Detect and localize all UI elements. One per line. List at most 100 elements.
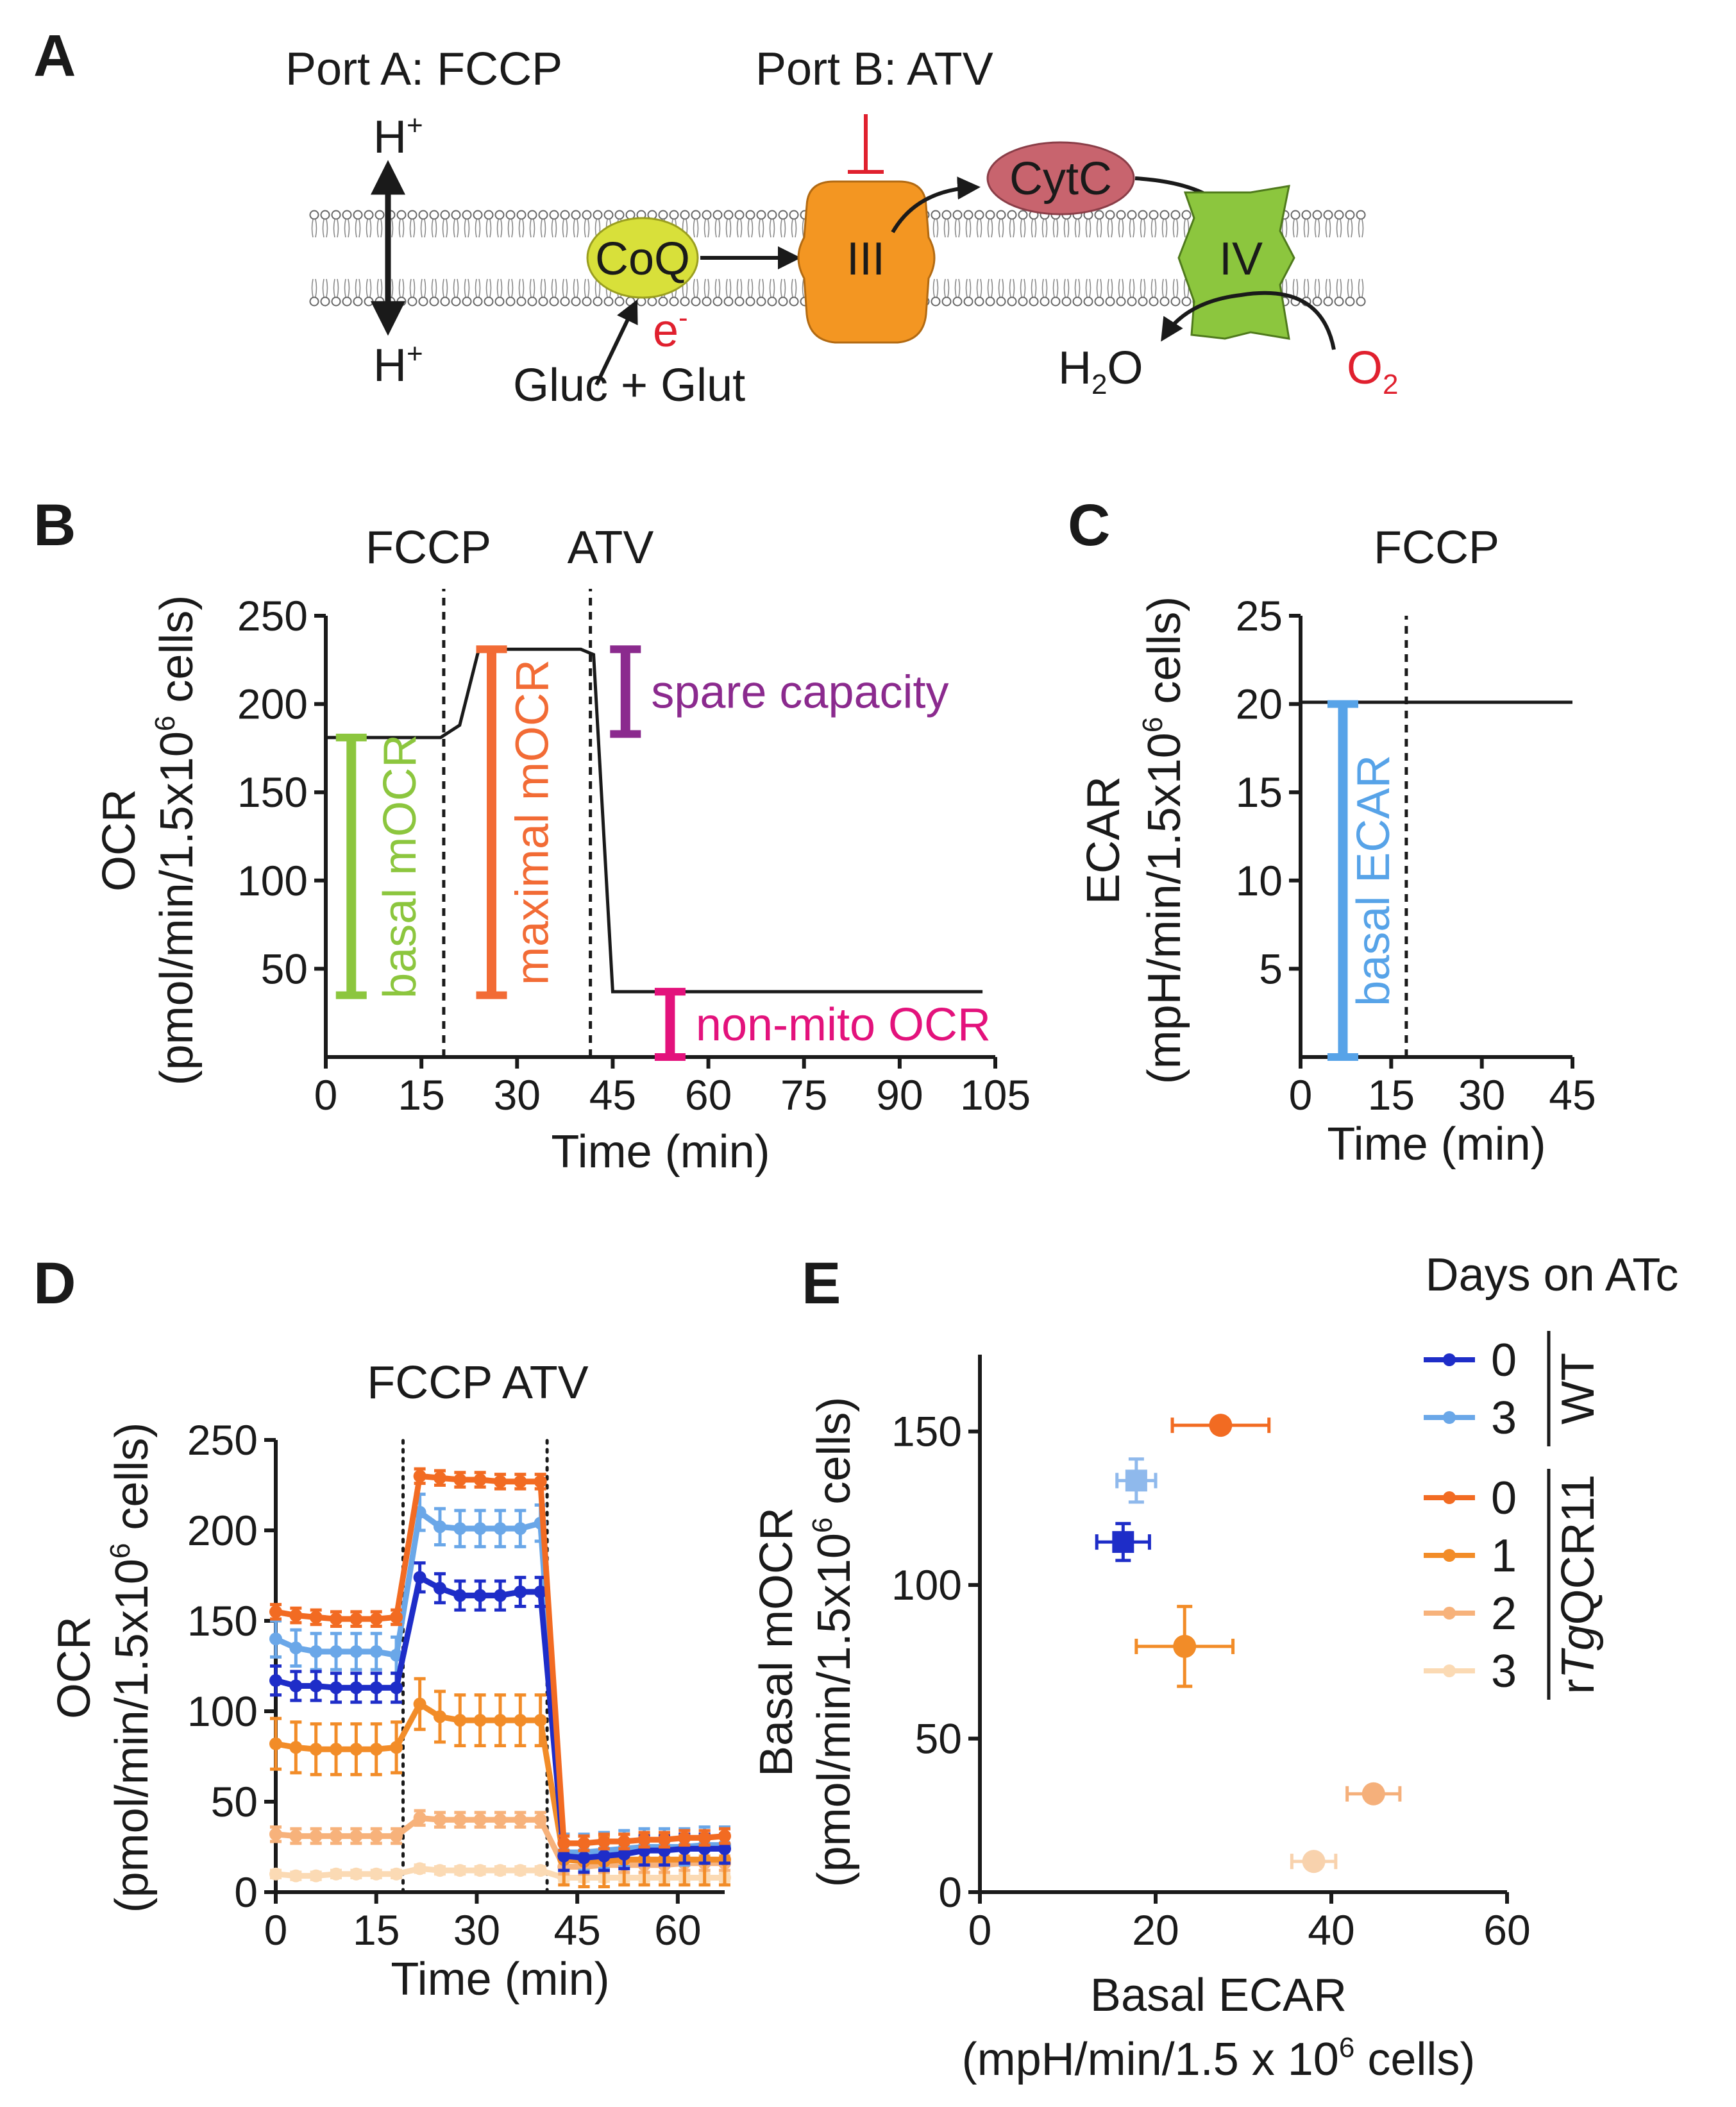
y-tick-label: 50 (915, 1715, 962, 1763)
lipid-head (1181, 296, 1192, 307)
y-axis-label-line1: Basal mOCR (751, 1507, 802, 1777)
scatter-point-group (1290, 1850, 1338, 1874)
data-point (309, 1869, 323, 1883)
lipid-head (309, 210, 319, 220)
legend-swatch-marker (1443, 1353, 1456, 1366)
data-point (289, 1741, 303, 1754)
lipid-head (462, 296, 472, 307)
annotation-bracket (335, 733, 367, 999)
data-point (514, 1585, 527, 1598)
lipid-head (440, 210, 450, 220)
data-point (309, 1743, 323, 1756)
x-axis-label-sup: 6 (1339, 2032, 1354, 2063)
data-point (494, 1813, 507, 1827)
lipid-tail (333, 219, 339, 238)
lipid-tail (1129, 278, 1135, 298)
ocr-profile-line (326, 647, 983, 994)
legend-swatch-marker (1443, 1607, 1456, 1620)
y-tick-label: 15 (1236, 768, 1283, 816)
lipid-tail (453, 219, 459, 238)
lipid-head (320, 296, 330, 307)
data-point (718, 1829, 731, 1843)
lipid-head (494, 210, 505, 220)
lipid-head (1323, 210, 1333, 220)
data-point (657, 1833, 671, 1847)
lipid-tail (366, 219, 372, 238)
legend-item-label: 3 (1491, 1646, 1517, 1697)
lipid-tail (1347, 278, 1353, 298)
x-tick-label: 45 (589, 1071, 636, 1119)
data-point (413, 1811, 426, 1825)
data-point (413, 1862, 426, 1875)
lipid-tail (998, 219, 1004, 238)
lipid-tail (409, 278, 416, 298)
lipid-head (418, 296, 428, 307)
lipid-head (669, 210, 679, 220)
lipid-head (702, 210, 712, 220)
lipid-head (603, 296, 614, 307)
lipid-tail (1358, 278, 1364, 298)
lipid-tail (1107, 278, 1113, 298)
lipid-head (614, 296, 625, 307)
lipid-tail (1052, 278, 1059, 298)
lipid-head (1159, 210, 1170, 220)
lipid-tail (1336, 278, 1342, 298)
data-point (698, 1831, 711, 1845)
y-axis-label-line2: (pmol/min/1.5x106 cells) (807, 1397, 860, 1888)
lipid-tail (562, 219, 568, 238)
data-point (453, 1522, 467, 1536)
lipid-tail (573, 278, 579, 298)
panel-label-d: D (33, 1251, 76, 1316)
data-point (453, 1714, 467, 1727)
data-point (289, 1609, 303, 1622)
data-point (678, 1831, 691, 1845)
lipid-head (1029, 296, 1039, 307)
lipid-tail (736, 278, 743, 298)
electron-charge: - (678, 302, 688, 334)
lipid-tail (1031, 219, 1037, 238)
y-tick-label: 250 (187, 1416, 258, 1464)
lipid-head (1149, 296, 1159, 307)
legend-item-label: 1 (1491, 1530, 1517, 1582)
y-tick-label: 200 (187, 1507, 258, 1554)
scatter-point-group (1345, 1782, 1402, 1806)
lipid-tail (1140, 278, 1146, 298)
lipid-tail (1150, 278, 1157, 298)
lipid-head (974, 296, 984, 307)
data-point (330, 1867, 343, 1881)
lipid-tail (1140, 219, 1146, 238)
lipid-head (353, 210, 363, 220)
y-tick-label: 25 (1236, 592, 1283, 639)
lipid-tail (1303, 278, 1310, 298)
x-tick-label: 0 (968, 1906, 992, 1954)
data-point (618, 1847, 631, 1861)
data-point (473, 1813, 487, 1827)
lipid-tail (1074, 219, 1081, 238)
lipid-head (527, 296, 537, 307)
lipid-tail (540, 278, 546, 298)
data-point (637, 1833, 651, 1847)
y-axis-label-main: (pmol/min/1.5x10 (106, 1559, 158, 1913)
data-point (473, 1589, 487, 1602)
lipid-head (1159, 296, 1170, 307)
data-point (597, 1835, 611, 1849)
lipid-tail (464, 278, 470, 298)
lipid-tail (714, 219, 721, 238)
data-point (269, 1827, 282, 1841)
lipid-tail (1161, 278, 1168, 298)
data-point (330, 1829, 343, 1843)
y-tick-label: 150 (891, 1408, 962, 1455)
legend-item: 0 (1424, 1473, 1517, 1524)
lipid-tail (376, 219, 383, 238)
lipid-head (1116, 296, 1126, 307)
port-a-label: Port A: FCCP (285, 44, 562, 95)
circle-marker (1361, 1782, 1385, 1806)
lipid-head (756, 210, 766, 220)
complex-iii-label: III (847, 233, 885, 285)
lipid-head (451, 210, 461, 220)
y-axis-label-tail: cells) (151, 595, 203, 716)
lipid-tail (529, 278, 535, 298)
complex-iv-label: IV (1219, 233, 1263, 285)
data-point (534, 1585, 547, 1598)
oxygen-o: O (1347, 343, 1383, 394)
